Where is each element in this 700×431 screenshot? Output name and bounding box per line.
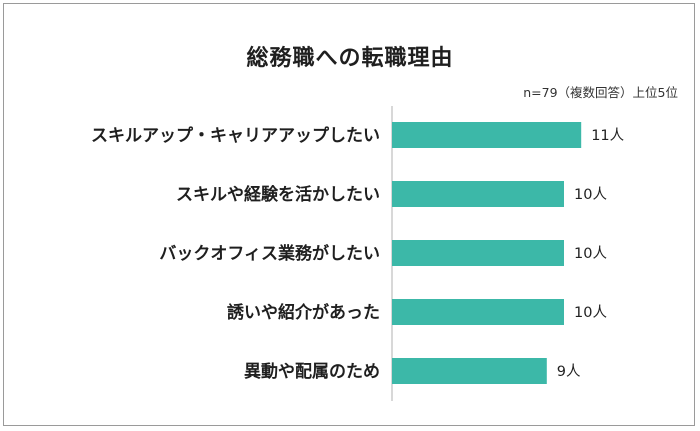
- category-label: スキルアップ・キャリアアップしたい: [91, 125, 380, 146]
- bar: [392, 181, 564, 207]
- category-label: 誘いや紹介があった: [227, 302, 380, 323]
- value-label: 11人: [591, 127, 624, 144]
- category-label: 異動や配属のため: [244, 361, 380, 382]
- bar: [392, 122, 582, 148]
- category-label: スキルや経験を活かしたい: [176, 184, 380, 205]
- chart-frame: [3, 3, 695, 426]
- category-label: バックオフィス業務がしたい: [159, 243, 380, 264]
- value-label: 10人: [574, 186, 607, 203]
- value-label: 10人: [574, 304, 607, 321]
- bar: [392, 240, 564, 266]
- bar: [392, 358, 547, 384]
- chart-note: n=79（複数回答）上位5位: [523, 85, 678, 100]
- value-label: 9人: [557, 363, 581, 380]
- chart-title: 総務職への転職理由: [246, 46, 454, 71]
- bar: [392, 299, 564, 325]
- value-label: 10人: [574, 245, 607, 262]
